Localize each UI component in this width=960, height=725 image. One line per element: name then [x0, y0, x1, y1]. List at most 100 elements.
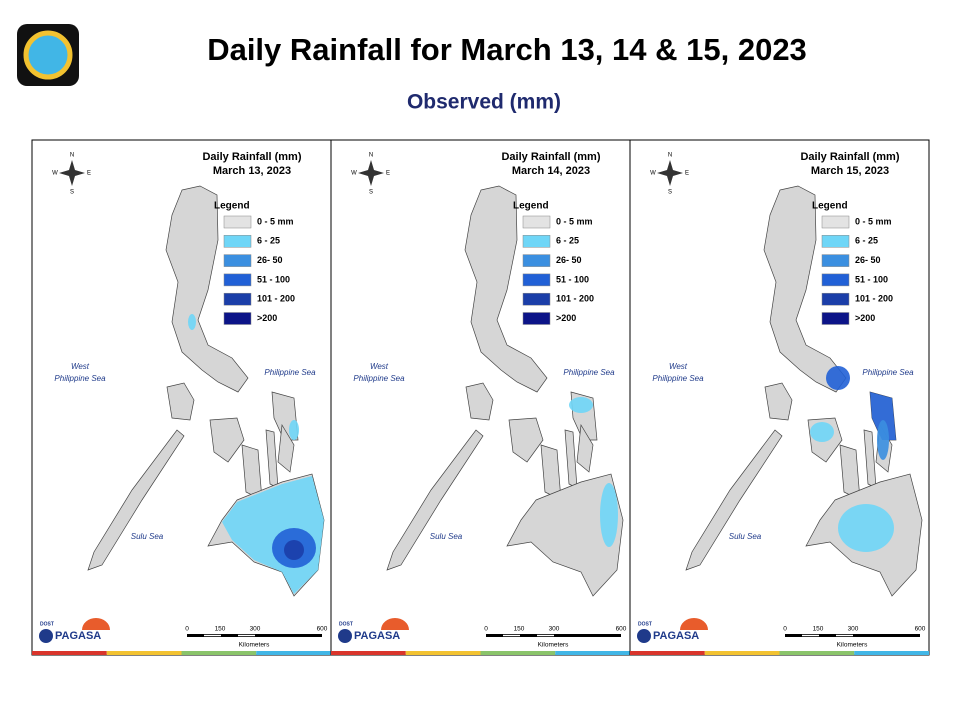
sea-label: West: [669, 362, 688, 371]
legend-label: 6 - 25: [257, 236, 280, 246]
legend-label: 51 - 100: [855, 274, 888, 284]
scale-label: 0: [783, 626, 787, 633]
footer-strip: [256, 651, 331, 655]
legend-swatch: [821, 292, 850, 306]
sea-label: Philippine Sea: [264, 368, 316, 377]
legend-swatch: [522, 312, 551, 325]
scale-bar-segment: [238, 634, 255, 637]
compass-letter: E: [685, 171, 689, 177]
compass-rose: [358, 160, 384, 186]
footer-strip: [181, 651, 257, 655]
logo-text: DOST: [40, 621, 54, 627]
sea-label: Philippine Sea: [563, 368, 615, 377]
footer-strip: [779, 651, 855, 655]
rainfall-area: [188, 314, 196, 330]
rainfall-area: [826, 366, 850, 390]
logo-umbrella: [82, 618, 110, 630]
scale-label: 300: [848, 626, 859, 633]
compass: N S E W: [650, 153, 689, 196]
scale-label: 150: [514, 626, 525, 633]
scale-bar-segment: [204, 634, 221, 637]
legend-swatch: [522, 235, 551, 248]
compass-letter: W: [351, 171, 357, 177]
logo-mark: [637, 629, 651, 643]
island-map: [87, 185, 325, 597]
compass-letter: E: [386, 171, 390, 177]
rainfall-area: [870, 392, 896, 440]
legend-label: 0 - 5 mm: [257, 216, 294, 226]
footer-strip: [630, 651, 705, 655]
footer-strip: [704, 651, 780, 655]
map-panel: Daily Rainfall (mm) March 14, 2023 Legend 0…: [330, 139, 631, 656]
compass-letter: W: [52, 171, 58, 177]
logo-text: PAGASA: [354, 630, 400, 642]
legend-label: 101 - 200: [855, 294, 893, 304]
logo-text: PAGASA: [653, 630, 699, 642]
legend-label: 0 - 5 mm: [556, 216, 593, 226]
sea-label: Sulu Sea: [430, 532, 463, 541]
legend-swatch: [223, 273, 252, 287]
map-date: March 14, 2023: [512, 165, 590, 177]
scale-label: 300: [250, 626, 261, 633]
logo-umbrella: [381, 618, 409, 630]
legend-label: 51 - 100: [556, 274, 589, 284]
scale-unit: Kilometers: [239, 642, 270, 649]
sea-label: Sulu Sea: [131, 532, 164, 541]
map-title: Daily Rainfall (mm): [501, 151, 600, 163]
legend-swatch: [821, 215, 850, 229]
scale-label: 600: [317, 626, 328, 633]
rainfall-area: [569, 397, 593, 413]
compass: N S E W: [52, 153, 91, 196]
legend-swatch: [223, 235, 252, 248]
footer-strip: [106, 651, 182, 655]
legend-label: 101 - 200: [556, 294, 594, 304]
legend-title: Legend: [812, 201, 848, 212]
legend-title: Legend: [214, 201, 250, 212]
scale-unit: Kilometers: [538, 642, 569, 649]
logo-text: DOST: [339, 621, 353, 627]
legend-swatch: [223, 292, 252, 306]
logo-umbrella: [680, 618, 708, 630]
island-map: [685, 185, 923, 597]
footer-strip: [405, 651, 481, 655]
legend-swatch: [821, 235, 850, 248]
island-map: [386, 185, 624, 597]
rainfall-area: [838, 504, 894, 552]
map-panel: Daily Rainfall (mm) March 15, 2023 Legend 0…: [629, 139, 930, 656]
sea-label: Sulu Sea: [729, 532, 762, 541]
compass-letter: N: [70, 153, 74, 159]
scale-label: 600: [616, 626, 627, 633]
scale-bar-segment: [503, 634, 520, 637]
sea-label: West: [370, 362, 389, 371]
logo-text: DOST: [638, 621, 652, 627]
footer-strip: [480, 651, 556, 655]
sea-label: Philippine Sea: [652, 374, 704, 383]
legend-label: 26- 50: [556, 255, 582, 265]
sea-label: Philippine Sea: [54, 374, 106, 383]
scale-label: 600: [915, 626, 926, 633]
legend-swatch: [821, 273, 850, 287]
legend-swatch: [223, 254, 252, 267]
legend-swatch: [522, 273, 551, 287]
slide-subtitle: Observed (mm): [407, 91, 561, 114]
sea-label: Philippine Sea: [862, 368, 914, 377]
scale-bar-segment: [802, 634, 819, 637]
compass-letter: S: [70, 190, 74, 196]
sea-label: West: [71, 362, 90, 371]
footer-strip: [331, 651, 406, 655]
compass-letter: N: [369, 153, 373, 159]
scale-label: 300: [549, 626, 560, 633]
compass-letter: S: [668, 190, 672, 196]
map-panel: Daily Rainfall (mm) March 13, 2023 Legend 0…: [31, 139, 332, 656]
rainfall-area: [600, 483, 618, 547]
legend-swatch: [522, 215, 551, 229]
compass-rose: [657, 160, 683, 186]
agency-logo: [17, 24, 79, 86]
legend-swatch: [522, 254, 551, 267]
scale-bar-segment: [836, 634, 853, 637]
scale-bar-segment: [537, 634, 554, 637]
logo-mark: [338, 629, 352, 643]
